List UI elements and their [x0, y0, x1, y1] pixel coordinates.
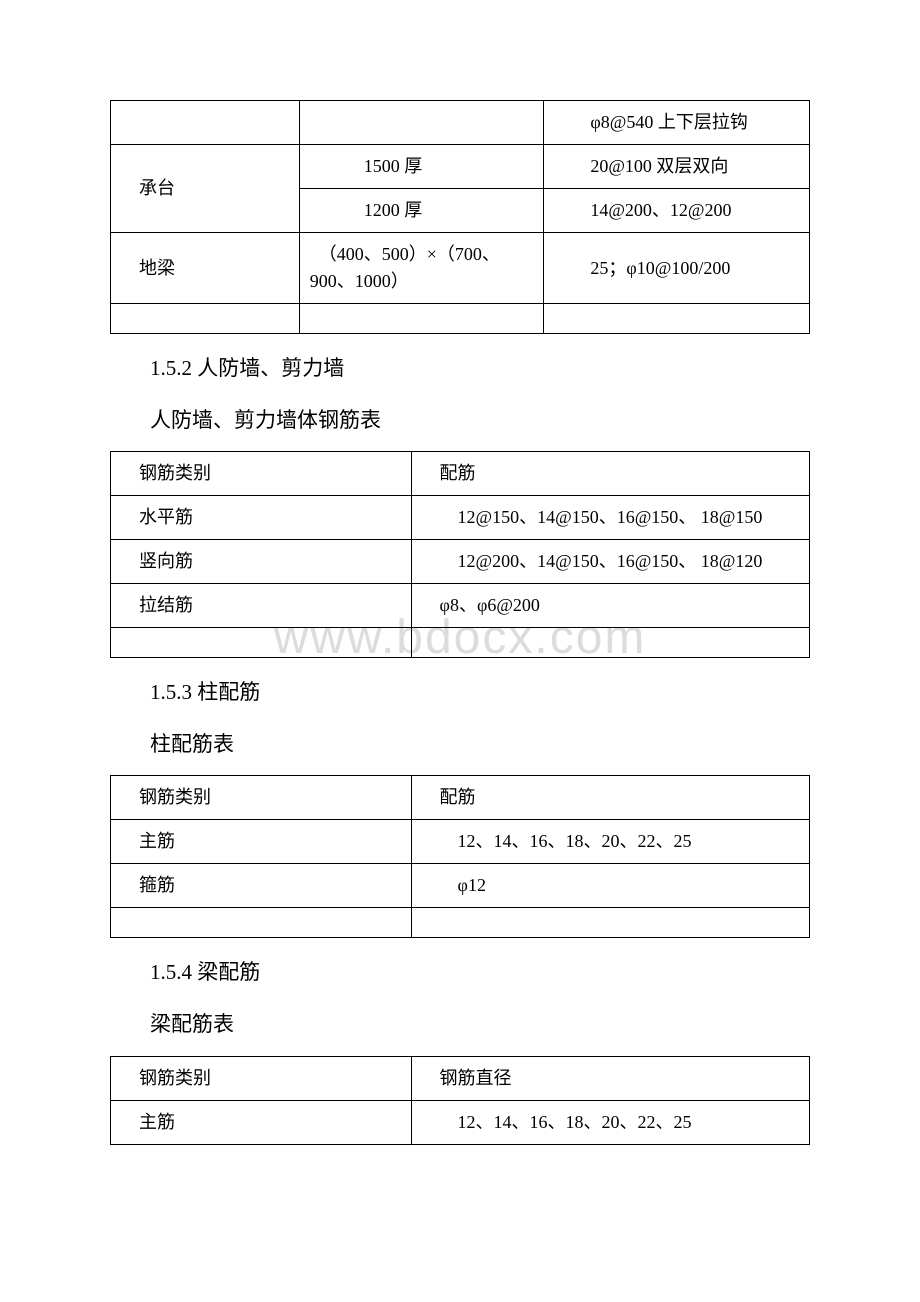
table-row: 钢筋类别 配筋: [111, 776, 810, 820]
table-cell: 箍筋: [111, 864, 412, 908]
table-cell: [111, 304, 300, 334]
table-row: [111, 304, 810, 334]
table-cell: 1200 厚: [299, 189, 544, 233]
heading-1-5-3: 1.5.3 柱配筋: [150, 676, 810, 710]
table-header-cell: 配筋: [411, 776, 809, 820]
table-row: 钢筋类别 配筋: [111, 452, 810, 496]
table-header-cell: 钢筋类别: [111, 452, 412, 496]
heading-1-5-4: 1.5.4 梁配筋: [150, 956, 810, 990]
table-row: 箍筋 φ12: [111, 864, 810, 908]
table-cell: 水平筋: [111, 496, 412, 540]
table-cell: φ12: [411, 864, 809, 908]
table-header-cell: 钢筋类别: [111, 1056, 412, 1100]
table-row: [111, 908, 810, 938]
table-cell: 承台: [111, 145, 300, 233]
table-cell: 12、14、16、18、20、22、25: [411, 1100, 809, 1144]
heading-1-5-2: 1.5.2 人防墙、剪力墙: [150, 352, 810, 386]
table-foundation: φ8@540 上下层拉钩 承台 1500 厚 20@100 双层双向 1200 …: [110, 100, 810, 334]
table-cell: [411, 908, 809, 938]
table-header-cell: 钢筋直径: [411, 1056, 809, 1100]
table-row: 竖向筋 12@200、14@150、16@150、 18@120: [111, 540, 810, 584]
table-cell: 14@200、12@200: [544, 189, 810, 233]
table-cell: [299, 304, 544, 334]
table-row: 地梁 （400、500）×（700、900、1000） 25；φ10@100/2…: [111, 233, 810, 304]
table-cell: 地梁: [111, 233, 300, 304]
table-cell: [544, 304, 810, 334]
page-content: φ8@540 上下层拉钩 承台 1500 厚 20@100 双层双向 1200 …: [110, 100, 810, 1145]
table-cell: φ8、φ6@200: [411, 584, 809, 628]
table-cell: 12@150、14@150、16@150、 18@150: [411, 496, 809, 540]
table-row: [111, 628, 810, 658]
heading-1-5-2-sub: 人防墙、剪力墙体钢筋表: [150, 404, 810, 438]
table-cell: 拉结筋: [111, 584, 412, 628]
table-row: 钢筋类别 钢筋直径: [111, 1056, 810, 1100]
heading-1-5-3-sub: 柱配筋表: [150, 728, 810, 762]
table-cell: [299, 101, 544, 145]
table-cell: 25；φ10@100/200: [544, 233, 810, 304]
table-cell: 主筋: [111, 1100, 412, 1144]
table-header-cell: 钢筋类别: [111, 776, 412, 820]
table-cell: 12@200、14@150、16@150、 18@120: [411, 540, 809, 584]
table-cell: 1500 厚: [299, 145, 544, 189]
table-row: φ8@540 上下层拉钩: [111, 101, 810, 145]
heading-1-5-4-sub: 梁配筋表: [150, 1008, 810, 1042]
table-row: 水平筋 12@150、14@150、16@150、 18@150: [111, 496, 810, 540]
table-wall-rebar: 钢筋类别 配筋 水平筋 12@150、14@150、16@150、 18@150…: [110, 451, 810, 658]
table-cell: [111, 628, 412, 658]
table-cell: （400、500）×（700、900、1000）: [299, 233, 544, 304]
table-row: 主筋 12、14、16、18、20、22、25: [111, 820, 810, 864]
table-cell: [111, 908, 412, 938]
table-cell: [111, 101, 300, 145]
table-cell: 竖向筋: [111, 540, 412, 584]
table-cell: 12、14、16、18、20、22、25: [411, 820, 809, 864]
table-cell: 20@100 双层双向: [544, 145, 810, 189]
table-row: 承台 1500 厚 20@100 双层双向: [111, 145, 810, 189]
table-header-cell: 配筋: [411, 452, 809, 496]
table-cell: φ8@540 上下层拉钩: [544, 101, 810, 145]
table-row: 拉结筋 φ8、φ6@200: [111, 584, 810, 628]
table-cell: [411, 628, 809, 658]
table-beam-rebar: 钢筋类别 钢筋直径 主筋 12、14、16、18、20、22、25: [110, 1056, 810, 1145]
table-cell: 主筋: [111, 820, 412, 864]
table-row: 主筋 12、14、16、18、20、22、25: [111, 1100, 810, 1144]
table-column-rebar: 钢筋类别 配筋 主筋 12、14、16、18、20、22、25 箍筋 φ12: [110, 775, 810, 938]
